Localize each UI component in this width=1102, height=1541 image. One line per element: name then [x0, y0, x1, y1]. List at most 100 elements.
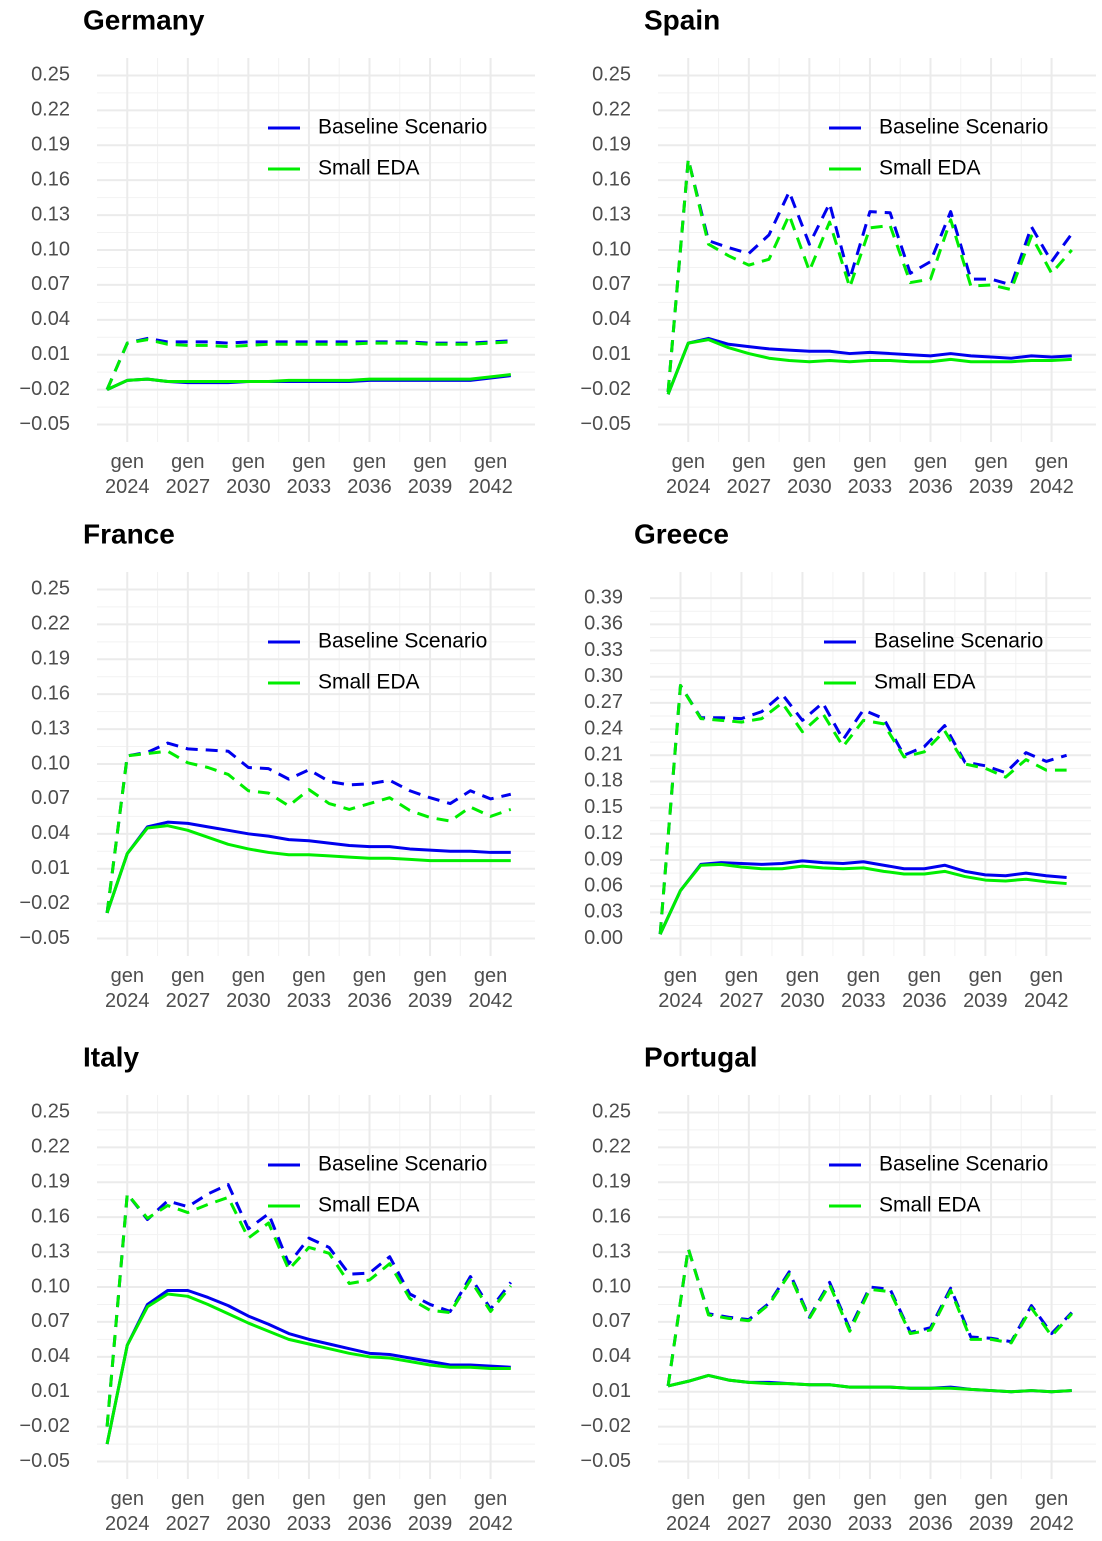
line — [667, 1373, 1072, 1394]
chart-title: Portugal — [644, 1041, 758, 1072]
chart-panel: Spain −0.05 −0.02 0.01 0.04 0.07 0.10 0.13 0.16 0… — [561, 0, 1102, 504]
y-tick-label: 0.19 — [592, 134, 631, 156]
x-tick-label: gen 2039 — [407, 1488, 453, 1535]
y-tick-label: 0.16 — [592, 168, 631, 190]
y-tick-label: 0.04 — [31, 308, 70, 330]
y-tick-label: −0.02 — [580, 1415, 631, 1437]
x-tick-label: gen 2027 — [165, 1488, 211, 1535]
y-tick-label: −0.02 — [19, 1415, 70, 1437]
dashed-line — [105, 338, 511, 391]
y-tick-label: 0.15 — [584, 796, 623, 818]
chart: Germany −0.05 −0.02 0.01 0.04 0.07 0.10 0.13 0.1… — [19, 4, 535, 442]
chart-title: Spain — [644, 4, 720, 35]
y-tick-label: 0.07 — [31, 273, 70, 295]
x-tick-label: gen 2036 — [347, 451, 392, 498]
y-tick-label: 0.10 — [31, 1275, 70, 1297]
y-tick-label: 0.01 — [31, 1380, 70, 1402]
x-tick-label: gen 2036 — [902, 965, 947, 1012]
y-tick-label: 0.16 — [592, 1205, 631, 1227]
dashed-line — [105, 1183, 512, 1427]
y-tick-label: 0.16 — [31, 682, 70, 704]
dashed-line — [105, 741, 512, 914]
legend-label: Small EDA — [879, 1194, 981, 1217]
x-tick-label: gen 2042 — [1029, 451, 1074, 498]
y-tick-label: 0.33 — [584, 639, 623, 661]
y-tick-label: 0.27 — [584, 691, 623, 713]
chart-panel: Portugal −0.05 −0.02 0.01 0.04 0.07 0.10 0.13 0.… — [561, 1037, 1102, 1541]
dashed-line — [658, 683, 1068, 935]
y-tick-label: 0.07 — [31, 1310, 70, 1332]
x-tick-label: gen 2030 — [226, 1488, 271, 1535]
x-tick-label: gen 2030 — [226, 451, 271, 498]
dashed-line — [666, 157, 1073, 393]
y-tick-label: −0.02 — [19, 892, 70, 914]
y-tick-label: 0.25 — [31, 1101, 70, 1123]
y-tick-label: 0.36 — [584, 613, 623, 635]
y-tick-label: 0.24 — [584, 717, 623, 739]
x-tick-label: gen 2036 — [908, 1488, 953, 1535]
y-tick-label: 0.04 — [31, 1345, 70, 1367]
line — [106, 373, 511, 391]
y-tick-label: −0.05 — [580, 1450, 631, 1472]
y-tick-label: 0.04 — [592, 1345, 631, 1367]
y-tick-label: −0.02 — [19, 378, 70, 400]
y-tick-label: 0.25 — [31, 578, 70, 600]
x-tick-label: gen 2033 — [841, 965, 886, 1012]
x-tick-label: gen 2024 — [666, 1488, 711, 1535]
y-tick-label: 0.01 — [592, 343, 631, 365]
y-tick-label: 0.10 — [31, 752, 70, 774]
y-tick-label: −0.05 — [19, 1450, 70, 1472]
y-tick-label: 0.22 — [592, 1136, 631, 1158]
y-tick-label: 0.22 — [592, 99, 631, 121]
legend-label: Baseline Scenario — [879, 116, 1048, 139]
x-tick-label: gen 2039 — [407, 965, 453, 1012]
y-tick-label: 0.16 — [31, 168, 70, 190]
y-tick-label: 0.01 — [31, 857, 70, 879]
y-tick-label: 0.13 — [31, 1240, 70, 1262]
x-tick-label: gen 2027 — [719, 965, 764, 1012]
y-tick-label: 0.22 — [31, 613, 70, 635]
x-tick-label: gen 2042 — [468, 1488, 513, 1535]
y-tick-label: 0.10 — [31, 238, 70, 260]
chart-title: Germany — [83, 4, 205, 35]
legend-label: Small EDA — [874, 671, 976, 694]
x-tick-label: gen 2039 — [968, 1488, 1014, 1535]
y-tick-label: 0.04 — [592, 308, 631, 330]
y-tick-label: 0.12 — [584, 822, 623, 844]
legend-label: Baseline Scenario — [318, 1153, 487, 1176]
x-tick-label: gen 2036 — [347, 1488, 392, 1535]
y-tick-label: 0.16 — [31, 1205, 70, 1227]
x-tick-label: gen 2042 — [468, 965, 513, 1012]
x-tick-label: gen 2030 — [787, 451, 832, 498]
dashed-line — [105, 749, 512, 914]
legend-label: Small EDA — [318, 157, 420, 180]
y-tick-label: 0.22 — [31, 99, 70, 121]
x-tick-label: gen 2024 — [105, 965, 150, 1012]
chart: France −0.05 −0.02 0.01 0.04 0.07 0.10 0.13 0.16… — [19, 518, 535, 956]
y-tick-label: 0.19 — [31, 1171, 70, 1193]
x-tick-label: gen 2039 — [407, 451, 453, 498]
chart: Greece 0.00 0.03 0.06 0.09 0.12 0.15 0.18 0.21 0.… — [584, 518, 1091, 956]
y-tick-label: 0.01 — [31, 343, 70, 365]
y-tick-label: 0.19 — [31, 648, 70, 670]
y-tick-label: 0.19 — [31, 134, 70, 156]
y-tick-label: 0.13 — [31, 717, 70, 739]
chart-panel: Italy −0.05 −0.02 0.01 0.04 0.07 0.10 0.13 0.16 0… — [0, 1037, 551, 1541]
x-tick-label: gen 2033 — [286, 1488, 332, 1535]
x-tick-label: gen 2027 — [726, 451, 772, 498]
dashed-line — [658, 683, 1067, 935]
x-tick-label: gen 2024 — [105, 451, 150, 498]
x-tick-label: gen 2042 — [1024, 965, 1069, 1012]
line — [666, 338, 1072, 395]
x-tick-label: gen 2036 — [347, 965, 392, 1012]
y-tick-label: 0.25 — [592, 64, 631, 86]
y-tick-label: 0.22 — [31, 1136, 70, 1158]
chart: Italy −0.05 −0.02 0.01 0.04 0.07 0.10 0.13 0.16 0… — [19, 1041, 535, 1479]
y-tick-label: −0.05 — [580, 413, 631, 435]
chart-panel: France −0.05 −0.02 0.01 0.04 0.07 0.10 0.13 0.16… — [0, 514, 551, 1018]
y-tick-label: 0.19 — [592, 1171, 631, 1193]
y-tick-label: 0.21 — [584, 744, 623, 766]
line — [666, 336, 1072, 395]
x-tick-label: gen 2036 — [908, 451, 953, 498]
y-tick-label: 0.25 — [592, 1101, 631, 1123]
